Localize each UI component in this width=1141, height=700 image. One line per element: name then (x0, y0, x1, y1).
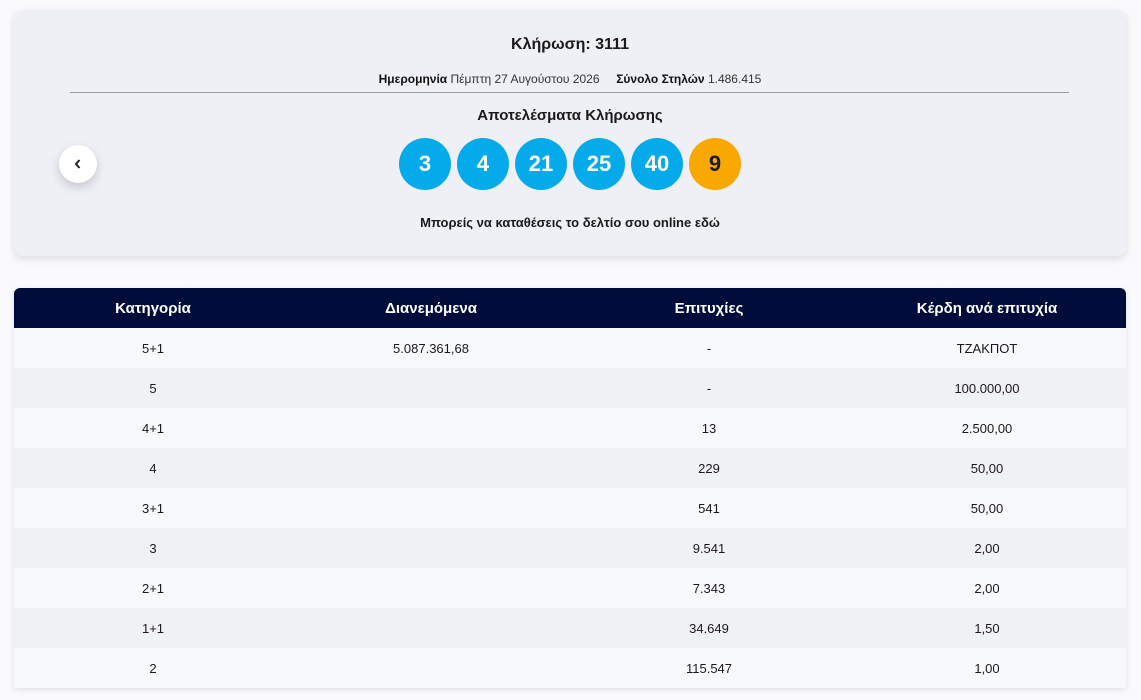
cell-winners: - (570, 368, 848, 408)
draw-title: Κλήρωση: 3111 (511, 36, 629, 53)
cell-distributed (292, 608, 570, 648)
columns-label: Σύνολο Στηλών (616, 72, 705, 86)
prize-table: Κατηγορία Διανεμόμενα Επιτυχίες Κέρδη ανά ε… (14, 288, 1126, 688)
cell-category: 4 (14, 448, 292, 488)
cell-distributed (292, 448, 570, 488)
cell-distributed: 5.087.361,68 (292, 328, 570, 368)
previous-button[interactable] (59, 145, 97, 183)
online-note[interactable]: Μπορείς να καταθέσεις το δελτίο σου onli… (420, 215, 720, 230)
cell-distributed (292, 488, 570, 528)
date-label: Ημερομηνία (378, 72, 448, 86)
table-row: 5 -100.000,00 (14, 368, 1126, 408)
cell-prize: 1,50 (848, 608, 1126, 648)
balls: 3 4 21 25 40 9 (14, 138, 1126, 190)
cell-winners: 7.343 (570, 568, 848, 608)
cell-winners: 541 (570, 488, 848, 528)
cell-prize: 1,00 (848, 648, 1126, 688)
date: Πέμπτη 27 Αυγούστου 2026 (450, 72, 600, 86)
cell-category: 3+1 (14, 488, 292, 528)
column-header: Επιτυχίες (570, 288, 848, 328)
ball: 25 (573, 138, 625, 190)
cell-distributed (292, 648, 570, 688)
cell-winners: 13 (570, 408, 848, 448)
chevron-icon (74, 159, 81, 169)
column-header: Διανεμόμενα (292, 288, 570, 328)
cell-category: 1+1 (14, 608, 292, 648)
columns: 1.486.415 (707, 72, 762, 86)
cell-winners: 9.541 (570, 528, 848, 568)
cell-winners: 115.547 (570, 648, 848, 688)
cell-category: 2+1 (14, 568, 292, 608)
cell-prize: 50,00 (848, 488, 1126, 528)
cell-distributed (292, 408, 570, 448)
cell-category: 2 (14, 648, 292, 688)
cell-distributed (292, 368, 570, 408)
table-row: 4 229 50,00 (14, 448, 1126, 488)
table-row: 1+1 34.649 1,50 (14, 608, 1126, 648)
cell-distributed (292, 568, 570, 608)
cell-category: 3 (14, 528, 292, 568)
cell-category: 5 (14, 368, 292, 408)
cell-category: 5+1 (14, 328, 292, 368)
divider (70, 92, 1069, 93)
ball: 21 (515, 138, 567, 190)
ball: 3 (399, 138, 451, 190)
ball: 4 (457, 138, 509, 190)
cell-category: 4+1 (14, 408, 292, 448)
cell-prize: 2,00 (848, 528, 1126, 568)
cell-prize: 2,00 (848, 568, 1126, 608)
ball: 40 (631, 138, 683, 190)
column-header: Κέρδη ανά επιτυχία (848, 288, 1126, 328)
draw-meta: Ημερομηνία Πέμπτη 27 Αυγούστου 2026 Σύνο… (14, 72, 1126, 86)
table-row: 3+1 541 50,00 (14, 488, 1126, 528)
cell-distributed (292, 528, 570, 568)
cell-prize: 100.000,00 (848, 368, 1126, 408)
results-title: Αποτελέσματα Κλήρωσης (477, 107, 663, 124)
cell-winners: 34.649 (570, 608, 848, 648)
cell-prize: ΤΖΑΚΠΟΤ (848, 328, 1126, 368)
draw-card: Κλήρωση: 3111 Ημερομηνία Πέμπτη 27 Αυγού… (14, 10, 1126, 256)
table-row: 5+1 5.087.361,68- ΤΖΑΚΠΟΤ (14, 328, 1126, 368)
cell-prize: 2.500,00 (848, 408, 1126, 448)
table-row: 4+1 13 2.500,00 (14, 408, 1126, 448)
table-body: 5+1 5.087.361,68- ΤΖΑΚΠΟΤ 5-100.000,00 4+1 13… (14, 328, 1126, 688)
column-header: Κατηγορία (14, 288, 292, 328)
cell-winners: 229 (570, 448, 848, 488)
table-row: 3 9.541 2,00 (14, 528, 1126, 568)
header-row: Κατηγορία Διανεμόμενα Επιτυχίες Κέρδη ανά ε… (14, 288, 1126, 328)
bonus-ball: 9 (689, 138, 741, 190)
table-row: 2+1 7.343 2,00 (14, 568, 1126, 608)
table-row: 2 115.547 1,00 (14, 648, 1126, 688)
cell-prize: 50,00 (848, 448, 1126, 488)
cell-winners: - (570, 328, 848, 368)
